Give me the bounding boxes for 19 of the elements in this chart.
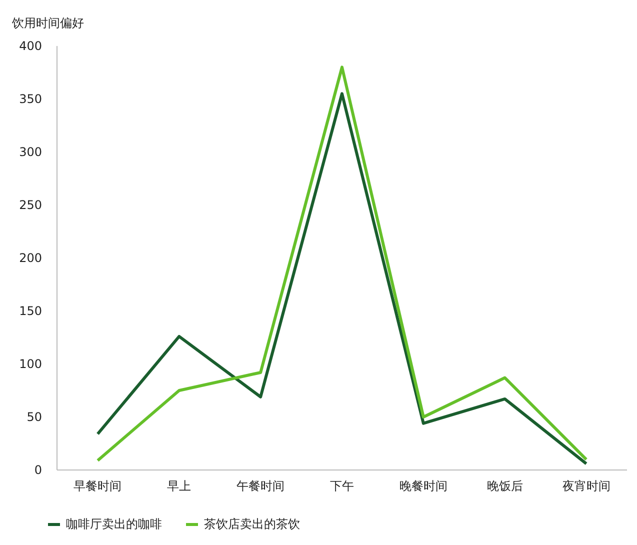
x-tick-label: 早上 [167,479,192,493]
y-tick-label: 0 [34,463,42,477]
legend-label: 茶饮店卖出的茶饮 [204,517,300,531]
x-tick-label: 早餐时间 [74,479,122,493]
x-tick-label: 夜宵时间 [562,479,610,493]
y-tick-label: 200 [19,251,42,265]
x-tick-label: 下午 [330,479,354,493]
x-tick-label: 晚饭后 [486,479,523,493]
y-axis-title: 饮用时间偏好 [11,16,84,30]
y-tick-label: 100 [19,357,42,371]
y-tick-label: 150 [19,304,42,318]
x-tick-label: 晚餐时间 [399,479,448,493]
legend-label: 咖啡厅卖出的咖啡 [66,517,162,531]
y-tick-label: 250 [19,198,42,212]
y-tick-label: 300 [19,145,42,159]
y-tick-label: 50 [26,410,42,424]
x-tick-label: 午餐时间 [236,479,285,493]
y-tick-label: 400 [19,39,42,53]
y-tick-label: 350 [19,92,42,106]
